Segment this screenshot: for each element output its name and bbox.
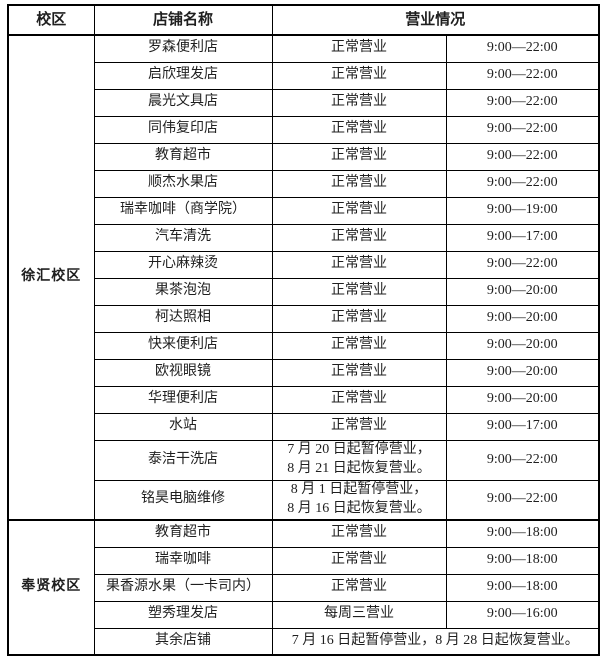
status-cell: 正常营业 <box>271 142 447 171</box>
table-row: 铭昊电脑维修 8 月 1 日起暂停营业， 8 月 16 日起恢复营业。 9:00… <box>8 479 600 521</box>
hours-cell: 9:00—20:00 <box>445 304 600 333</box>
hours-cell: 9:00—22:00 <box>445 169 600 198</box>
hours-cell: 9:00—20:00 <box>445 358 600 387</box>
status-cell: 正常营业 <box>271 115 447 144</box>
table-row: 汽车清洗 正常营业 9:00—17:00 <box>8 223 600 252</box>
status-cell: 7 月 20 日起暂停营业， 8 月 21 日起恢复营业。 <box>271 439 447 481</box>
table-row: 果香源水果（一卡司内） 正常营业 9:00—18:00 <box>8 573 600 602</box>
shop-name-cell: 华理便利店 <box>93 385 273 414</box>
shop-name-cell: 教育超市 <box>93 519 273 548</box>
table-row: 瑞幸咖啡 正常营业 9:00—18:00 <box>8 546 600 575</box>
shop-name-cell: 开心麻辣烫 <box>93 250 273 279</box>
hours-cell: 9:00—22:00 <box>445 88 600 117</box>
shop-name-cell: 同伟复印店 <box>93 115 273 144</box>
status-cell: 正常营业 <box>271 519 447 548</box>
shop-name-cell: 顺杰水果店 <box>93 169 273 198</box>
hours-cell: 9:00—22:00 <box>445 439 600 481</box>
status-cell: 正常营业 <box>271 573 447 602</box>
shop-name-cell: 罗森便利店 <box>93 34 273 63</box>
shop-name-cell: 晨光文具店 <box>93 88 273 117</box>
status-cell: 正常营业 <box>271 412 447 441</box>
hours-cell: 9:00—22:00 <box>445 250 600 279</box>
table-row: 塑秀理发店 每周三营业 9:00—16:00 <box>8 600 600 629</box>
table-row: 奉贤校区 教育超市 正常营业 9:00—18:00 <box>7 519 600 656</box>
header-shop-name: 店铺名称 <box>93 4 273 36</box>
status-cell: 正常营业 <box>271 34 447 63</box>
status-line-2: 8 月 21 日起恢复营业。 <box>287 461 431 476</box>
table-row: 水站 正常营业 9:00—17:00 <box>8 412 600 441</box>
shop-name-cell: 教育超市 <box>93 142 273 171</box>
table-row: 瑞幸咖啡（商学院） 正常营业 9:00—19:00 <box>8 196 600 225</box>
hours-cell: 9:00—22:00 <box>445 115 600 144</box>
table-row: 快来便利店 正常营业 9:00—20:00 <box>8 331 600 360</box>
shop-name-cell: 汽车清洗 <box>93 223 273 252</box>
status-cell: 正常营业 <box>271 546 447 575</box>
hours-cell: 9:00—20:00 <box>445 277 600 306</box>
status-cell: 正常营业 <box>271 88 447 117</box>
table-row: 柯达照相 正常营业 9:00—20:00 <box>8 304 600 333</box>
status-cell: 正常营业 <box>271 169 447 198</box>
shop-name-cell: 泰洁干洗店 <box>93 439 273 481</box>
status-line-1: 7 月 20 日起暂停营业， <box>287 442 431 458</box>
hours-cell: 9:00—18:00 <box>445 519 600 548</box>
hours-cell: 9:00—18:00 <box>445 573 600 602</box>
status-cell: 正常营业 <box>271 304 447 333</box>
table-row: 顺杰水果店 正常营业 9:00—22:00 <box>8 169 600 198</box>
shop-name-cell: 果茶泡泡 <box>93 277 273 306</box>
hours-cell: 9:00—18:00 <box>445 546 600 575</box>
hours-cell: 9:00—17:00 <box>445 223 600 252</box>
status-cell: 正常营业 <box>271 223 447 252</box>
status-cell: 正常营业 <box>271 358 447 387</box>
table-row: 欧视眼镜 正常营业 9:00—20:00 <box>8 358 600 387</box>
shop-name-cell: 瑞幸咖啡 <box>93 546 273 575</box>
campus-shop-business-table: 校区 店铺名称 营业情况 徐汇校区 罗森便利店 正常营业 9:00—22:00 … <box>7 4 600 656</box>
shop-name-cell: 铭昊电脑维修 <box>93 479 273 521</box>
table-row: 泰洁干洗店 7 月 20 日起暂停营业， 8 月 21 日起恢复营业。 9:00… <box>8 439 600 481</box>
hours-cell: 9:00—22:00 <box>445 479 600 521</box>
hours-cell: 9:00—20:00 <box>445 385 600 414</box>
status-cell-merged: 7 月 16 日起暂停营业，8 月 28 日起恢复营业。 <box>271 627 600 656</box>
hours-cell: 9:00—22:00 <box>445 61 600 90</box>
hours-cell: 9:00—22:00 <box>445 142 600 171</box>
table-row: 同伟复印店 正常营业 9:00—22:00 <box>8 115 600 144</box>
hours-cell: 9:00—19:00 <box>445 196 600 225</box>
shop-name-cell: 启欣理发店 <box>93 61 273 90</box>
table-row: 徐汇校区 罗森便利店 正常营业 9:00—22:00 <box>7 34 600 521</box>
status-cell: 正常营业 <box>271 196 447 225</box>
table-row: 华理便利店 正常营业 9:00—20:00 <box>8 385 600 414</box>
shop-name-cell: 快来便利店 <box>93 331 273 360</box>
status-cell: 正常营业 <box>271 331 447 360</box>
shop-name-cell: 其余店铺 <box>93 627 273 656</box>
hours-cell: 9:00—16:00 <box>445 600 600 629</box>
table-row: 开心麻辣烫 正常营业 9:00—22:00 <box>8 250 600 279</box>
shop-name-cell: 柯达照相 <box>93 304 273 333</box>
status-cell: 8 月 1 日起暂停营业， 8 月 16 日起恢复营业。 <box>271 479 447 521</box>
shop-name-cell: 瑞幸咖啡（商学院） <box>93 196 273 225</box>
shop-name-cell: 欧视眼镜 <box>93 358 273 387</box>
table-row: 启欣理发店 正常营业 9:00—22:00 <box>8 61 600 90</box>
table-row: 果茶泡泡 正常营业 9:00—20:00 <box>8 277 600 306</box>
shop-name-cell: 塑秀理发店 <box>93 600 273 629</box>
hours-cell: 9:00—20:00 <box>445 331 600 360</box>
header-row: 校区 店铺名称 营业情况 <box>7 4 600 36</box>
status-cell: 正常营业 <box>271 61 447 90</box>
campus-cell-xuhui: 徐汇校区 <box>7 34 95 521</box>
status-cell: 正常营业 <box>271 277 447 306</box>
header-business-status: 营业情况 <box>271 4 600 36</box>
status-cell: 正常营业 <box>271 385 447 414</box>
table-row: 晨光文具店 正常营业 9:00—22:00 <box>8 88 600 117</box>
table-row: 教育超市 正常营业 9:00—22:00 <box>8 142 600 171</box>
header-campus: 校区 <box>7 4 95 36</box>
status-line-1: 8 月 1 日起暂停营业， <box>290 481 428 497</box>
hours-cell: 9:00—17:00 <box>445 412 600 441</box>
campus-cell-fengxian: 奉贤校区 <box>7 519 95 656</box>
shop-name-cell: 水站 <box>93 412 273 441</box>
status-cell: 每周三营业 <box>271 600 447 629</box>
shop-name-cell: 果香源水果（一卡司内） <box>93 573 273 602</box>
table-row: 其余店铺 7 月 16 日起暂停营业，8 月 28 日起恢复营业。 <box>8 627 600 656</box>
status-cell: 正常营业 <box>271 250 447 279</box>
hours-cell: 9:00—22:00 <box>445 34 600 63</box>
status-line-2: 8 月 16 日起恢复营业。 <box>287 500 431 516</box>
